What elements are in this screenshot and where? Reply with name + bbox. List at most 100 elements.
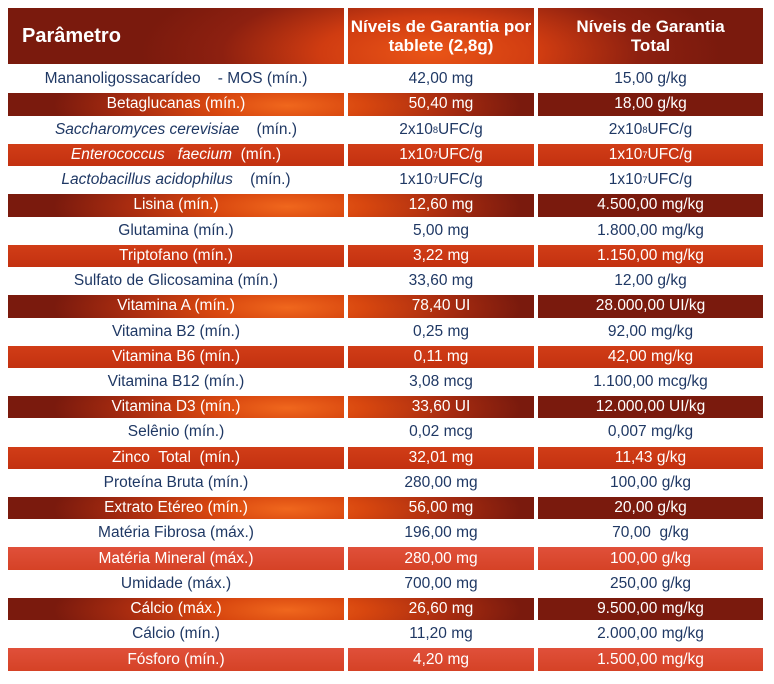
column-divider [344,219,348,242]
table-header-row: Parâmetro Níveis de Garantia por tablete… [8,8,763,64]
header-per-tablet-cell: Níveis de Garantia por tablete (2,8g) [348,8,534,64]
table-row: Matéria Mineral (máx.) 280,00 mg 100,00 g/… [8,547,763,570]
column-divider [344,370,348,394]
per-tablet-value-cell: 33,60 mg [408,272,474,290]
table-row: Vitamina A (mín.) 78,40 UI 28.000,00 UI/kg [8,295,763,318]
per-tablet-value-cell: 3,22 mg [412,246,469,264]
total-value-cell: 2.000,00 mg/kg [597,625,704,643]
total-value-cell: 1.500,00 mg/kg [597,650,704,668]
per-tablet-value-cell: 2x10 8 UFC/g [399,120,483,138]
table-row: Lisina (mín.) 12,60 mg 4.500,00 mg/kg [8,194,763,217]
table-row: Selênio (mín.) 0,02 mcg 0,007 mg/kg [8,421,763,444]
header-param-cell: Parâmetro [8,8,344,64]
per-tablet-value-cell: 78,40 UI [411,297,471,315]
column-divider [534,219,538,242]
table-row: Lactobacillus acidophilus (mín.) 1x10 7 U… [8,168,763,192]
param-cell: Fósforo (mín.) [127,650,225,668]
per-tablet-value-cell: 700,00 mg [404,574,478,592]
total-value-cell: 12,00 g/kg [614,272,687,290]
guarantee-levels-table: Parâmetro Níveis de Garantia por tablete… [8,8,763,671]
column-divider [534,446,538,469]
table-row: Extrato Etéreo (mín.) 56,00 mg 20,00 g/kg [8,496,763,520]
total-value-cell: 18,00 g/kg [614,95,687,113]
total-value-cell: 100,00 g/kg [609,473,691,491]
table-row: Saccharomyces cerevisiae (mín.) 2x10 8 UF… [8,118,763,141]
column-divider [534,194,538,217]
table-body: Mananoligossacarídeo - MOS (mín.) 42,00 m… [8,68,763,671]
total-value-cell: 1x10 7 UFC/g [608,171,693,189]
table-row: Vitamina B2 (mín.) 0,25 mg 92,00 mg/kg [8,320,763,343]
table-row: Cálcio (mín.) 11,20 mg 2.000,00 mg/kg [8,623,763,646]
param-cell: Triptofano (mín.) [119,246,233,264]
column-divider [344,118,348,141]
per-tablet-value-cell: 3,08 mcg [409,373,473,390]
param-cell: Matéria Fibrosa (máx.) [98,524,254,542]
param-cell: Mananoligossacarídeo - MOS (mín.) [44,70,308,88]
param-cell: Umidade (máx.) [120,574,232,592]
column-divider [344,471,348,495]
param-cell: Vitamina B2 (mín.) [111,322,241,340]
per-tablet-value-cell: 1x10 7 UFC/g [399,171,483,189]
param-cell: Betaglucanas (mín.) [106,95,246,113]
column-divider [344,421,348,444]
table-row: Umidade (máx.) 700,00 mg 250,00 g/kg [8,572,763,596]
total-value-cell: 12.000,00 UI/kg [595,398,706,416]
per-tablet-value-cell: 280,00 mg [404,549,478,567]
table-row: Proteína Bruta (mín.) 280,00 mg 100,00 g/k… [8,471,763,495]
per-tablet-value-cell: 42,00 mg [408,70,474,88]
total-value-cell: 4.500,00 mg/kg [597,196,704,214]
header-per-tablet-label: Níveis de Garantia por tablete (2,8g) [350,16,532,55]
table-row: Zinco Total (mín.) 32,01 mg 11,43 g/kg [8,446,763,469]
per-tablet-value-cell: 32,01 mg [408,448,474,466]
column-divider [534,471,538,495]
total-value-cell: 28.000,00 UI/kg [595,297,706,315]
per-tablet-value-cell: 50,40 mg [408,95,474,113]
header-total-label: Níveis de Garantia Total [576,16,725,55]
column-divider [534,547,538,570]
total-value-cell: 70,00 g/kg [612,524,689,542]
table-row: Triptofano (mín.) 3,22 mg 1.150,00 mg/kg [8,244,763,268]
per-tablet-value-cell: 0,11 mg [413,347,469,365]
column-divider [534,623,538,646]
column-divider [534,648,538,671]
per-tablet-value-cell: 280,00 mg [404,473,478,491]
param-cell: Vitamina A (mín.) [117,297,235,315]
per-tablet-value-cell: 56,00 mg [408,499,474,517]
param-cell: Vitamina D3 (mín.) [111,398,241,416]
table-row: Fósforo (mín.) 4,20 mg 1.500,00 mg/kg [8,648,763,671]
per-tablet-value-cell: 1x10 7 UFC/g [399,145,483,163]
table-row: Mananoligossacarídeo - MOS (mín.) 42,00 m… [8,68,763,91]
total-value-cell: 11,43 g/kg [614,448,687,466]
header-total-cell: Níveis de Garantia Total [538,8,763,64]
total-value-cell: 100,00 g/kg [609,549,691,567]
total-value-cell: 250,00 g/kg [609,574,691,592]
param-cell: Extrato Etéreo (mín.) [104,499,248,517]
column-divider [344,8,348,64]
column-divider [534,522,538,545]
column-divider [344,446,348,469]
total-value-cell: 9.500,00 mg/kg [597,600,704,618]
column-divider [534,68,538,91]
total-value-cell: 15,00 g/kg [614,70,687,88]
param-cell: Lactobacillus acidophilus (mín.) [61,171,291,189]
param-cell: Enterococcus faecium (mín.) [70,145,282,163]
column-divider [344,572,348,596]
column-divider [534,244,538,268]
table-row: Cálcio (máx.) 26,60 mg 9.500,00 mg/kg [8,597,763,621]
total-value-cell: 1.800,00 mg/kg [597,221,704,239]
param-cell: Selênio (mín.) [127,423,225,441]
per-tablet-value-cell: 26,60 mg [408,600,474,618]
param-cell: Glutamina (mín.) [118,221,234,239]
column-divider [534,396,538,419]
param-cell: Sulfato de Glicosamina (mín.) [73,272,279,290]
param-cell: Cálcio (máx.) [130,600,222,618]
param-cell: Lisina (mín.) [133,196,219,214]
column-divider [534,572,538,596]
table-row: Enterococcus faecium (mín.) 1x10 7 UFC/g 1… [8,143,763,167]
per-tablet-value-cell: 5,00 mg [412,221,469,239]
table-row: Vitamina B12 (mín.) 3,08 mcg 1.100,00 mcg/… [8,370,763,394]
table-row: Sulfato de Glicosamina (mín.) 33,60 mg 12,… [8,269,763,293]
per-tablet-value-cell: 0,25 mg [412,322,469,340]
table-row: Matéria Fibrosa (máx.) 196,00 mg 70,00 g/k… [8,522,763,545]
column-divider [344,320,348,343]
